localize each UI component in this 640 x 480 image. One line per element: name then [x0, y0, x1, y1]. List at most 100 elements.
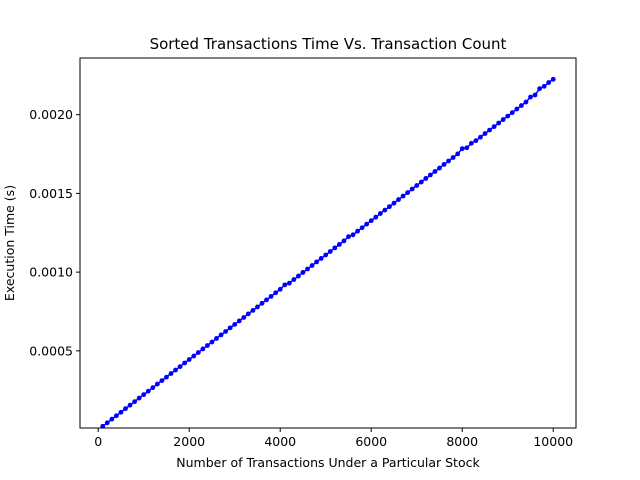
data-point — [291, 277, 297, 282]
data-point — [168, 371, 174, 376]
data-point — [268, 293, 274, 299]
data-point — [405, 190, 411, 196]
data-point — [473, 138, 479, 144]
data-point — [127, 402, 133, 408]
data-point — [150, 385, 156, 391]
data-point — [437, 165, 442, 171]
data-point — [373, 214, 379, 220]
data-point — [114, 413, 119, 419]
data-point — [528, 94, 533, 100]
chart-title: Sorted Transactions Time Vs. Transaction… — [150, 35, 507, 53]
data-point — [296, 273, 301, 279]
data-point — [350, 232, 356, 238]
data-point — [132, 399, 138, 405]
data-point — [282, 282, 288, 288]
data-point — [309, 263, 315, 268]
data-point — [318, 256, 324, 261]
data-point — [314, 259, 320, 265]
data-point — [273, 290, 279, 296]
data-point — [186, 357, 192, 362]
data-point — [223, 329, 229, 334]
data-point — [368, 218, 374, 224]
data-point — [532, 92, 538, 98]
data-point — [205, 343, 210, 348]
data-point — [277, 286, 283, 292]
data-point — [177, 364, 183, 369]
data-point — [478, 134, 483, 140]
data-point — [336, 242, 342, 247]
data-point — [423, 176, 429, 181]
data-point — [327, 249, 333, 254]
data-point — [341, 238, 347, 244]
data-point — [432, 169, 438, 174]
data-point — [541, 83, 547, 89]
data-point — [173, 367, 178, 373]
data-point — [232, 322, 238, 327]
y-tick-label: 0.0010 — [29, 265, 73, 280]
data-point — [195, 350, 201, 355]
data-point — [346, 234, 351, 240]
data-point — [387, 204, 392, 210]
x-tick-label: 8000 — [446, 434, 478, 449]
y-axis-ticks: 0.0005 0.0010 0.0015 0.0020 — [29, 107, 80, 358]
data-point — [255, 304, 260, 310]
data-point — [359, 225, 365, 231]
data-point — [382, 207, 388, 213]
data-point — [227, 325, 233, 331]
data-point — [491, 124, 497, 130]
series-line — [102, 78, 554, 427]
data-point — [109, 416, 115, 422]
data-point — [468, 140, 474, 146]
y-axis-label: Execution Time (s) — [2, 185, 17, 301]
x-tick-label: 6000 — [355, 434, 387, 449]
data-point — [164, 374, 169, 380]
data-point — [427, 172, 433, 178]
data-point — [332, 245, 338, 251]
x-axis-ticks: 0 2000 4000 6000 8000 10000 — [94, 428, 573, 449]
data-point — [236, 318, 242, 324]
data-point — [441, 162, 447, 167]
data-point — [141, 392, 147, 398]
data-point — [482, 131, 488, 136]
data-point — [300, 270, 306, 275]
data-point — [286, 280, 292, 286]
data-point — [464, 145, 470, 151]
data-point — [509, 110, 515, 116]
plot-frame — [79, 57, 577, 429]
data-point — [104, 420, 110, 426]
x-axis-label: Number of Transactions Under a Particula… — [176, 455, 480, 470]
data-point — [514, 106, 520, 112]
data-point — [550, 76, 556, 82]
data-point — [214, 336, 219, 341]
y-tick-label: 0.0020 — [29, 107, 73, 122]
data-point — [414, 183, 420, 188]
data-point — [455, 151, 461, 157]
data-point — [446, 158, 451, 164]
data-point — [154, 381, 160, 387]
data-point — [377, 211, 383, 216]
data-point — [523, 99, 529, 105]
x-tick-label: 10000 — [533, 434, 573, 449]
data-point — [118, 409, 124, 415]
y-tick-label: 0.0005 — [29, 343, 73, 358]
data-point — [123, 406, 128, 412]
data-point — [191, 353, 197, 359]
data-point — [409, 186, 415, 192]
plot-area — [80, 58, 576, 428]
data-point — [241, 315, 247, 320]
data-point — [505, 113, 511, 119]
data-point — [450, 155, 456, 160]
data-point — [323, 252, 329, 258]
data-point — [518, 103, 524, 108]
data-point — [355, 228, 360, 234]
x-tick-label: 0 — [94, 434, 102, 449]
data-point — [459, 146, 465, 152]
data-point — [546, 80, 552, 85]
data-point — [136, 395, 142, 401]
data-point — [400, 193, 406, 199]
data-point — [250, 307, 256, 313]
data-point — [364, 221, 370, 227]
data-point — [200, 346, 206, 352]
data-point — [218, 332, 224, 338]
